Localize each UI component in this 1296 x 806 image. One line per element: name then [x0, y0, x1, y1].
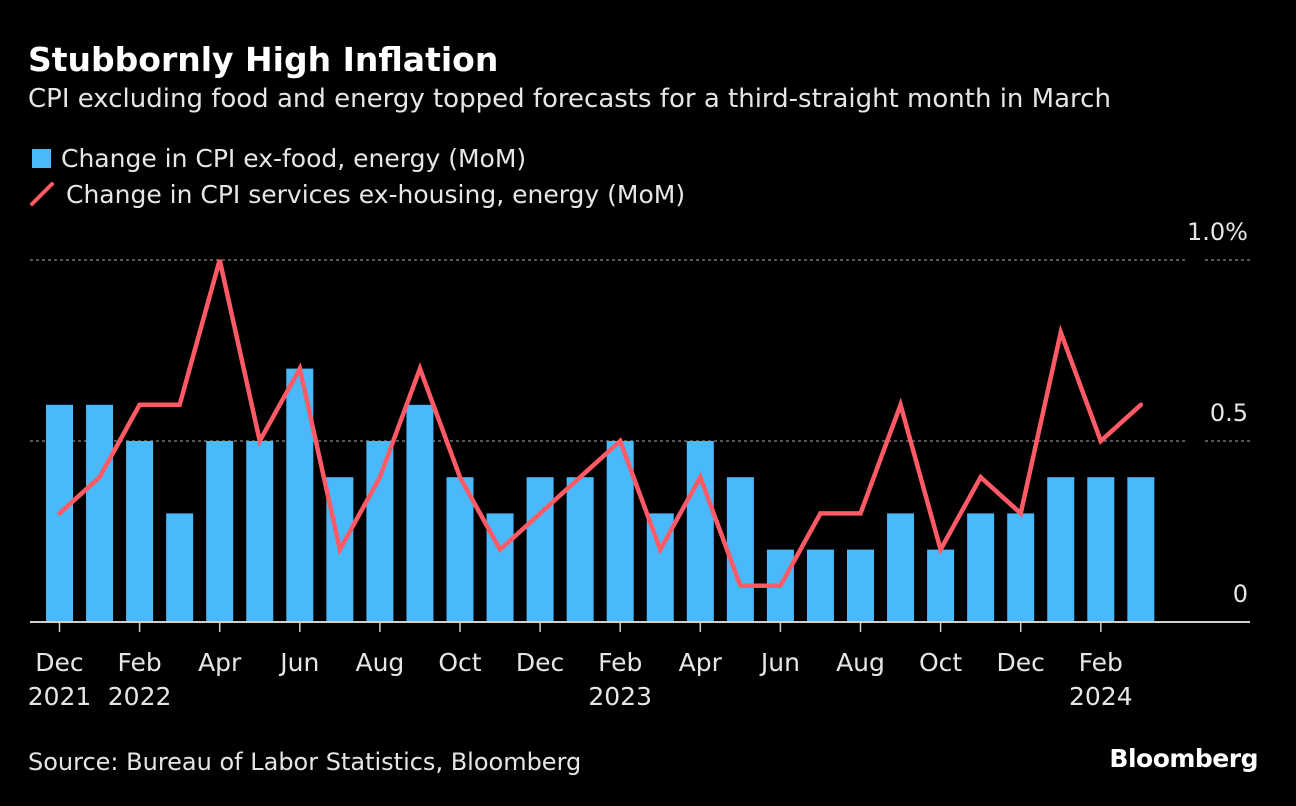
legend-item-bars: Change in CPI ex-food, energy (MoM)	[28, 140, 685, 176]
bar	[1007, 513, 1035, 622]
bar	[847, 549, 874, 622]
bar	[1087, 477, 1115, 622]
x-tick-label: Feb	[598, 648, 642, 677]
x-tick-label: Feb	[117, 648, 161, 677]
bar	[166, 513, 194, 622]
chart-subtitle: CPI excluding food and energy topped for…	[28, 84, 1111, 114]
source-note: Source: Bureau of Labor Statistics, Bloo…	[28, 748, 582, 776]
y-tick-label: 0.5	[1210, 399, 1248, 427]
x-tick-label: Jun	[759, 648, 800, 677]
bar	[446, 477, 474, 622]
series-line	[57, 259, 1144, 589]
bar	[406, 404, 434, 622]
legend: Change in CPI ex-food, energy (MoM) Chan…	[28, 140, 685, 212]
chart-title: Stubbornly High Inflation	[28, 40, 499, 79]
legend-item-line: Change in CPI services ex-housing, energ…	[28, 176, 685, 212]
y-tick-label: 0	[1233, 580, 1248, 608]
bar	[366, 441, 394, 622]
x-tick-label: Aug	[836, 648, 885, 677]
bar	[927, 549, 955, 622]
x-tick-label: Feb	[1079, 648, 1123, 677]
x-tick-year-label: 2022	[108, 682, 172, 711]
bar	[686, 441, 714, 622]
bar	[126, 441, 154, 622]
bar	[1047, 477, 1075, 622]
x-tick-label: Oct	[438, 648, 481, 677]
bar	[726, 477, 754, 622]
x-tick-label: Apr	[679, 648, 723, 677]
bar	[206, 441, 234, 622]
bar	[967, 513, 995, 622]
y-tick-label: 1.0%	[1187, 218, 1248, 246]
x-tick-year-label: 2024	[1069, 682, 1133, 711]
x-tick-label: Dec	[516, 648, 564, 677]
x-tick-label: Oct	[919, 648, 962, 677]
x-tick-year-label: 2021	[28, 682, 92, 711]
x-tick-label: Dec	[35, 648, 83, 677]
x-tick-label: Dec	[997, 648, 1045, 677]
bar	[526, 477, 554, 622]
x-tick-label: Aug	[355, 648, 404, 677]
x-tick-label: Apr	[198, 648, 242, 677]
bar	[566, 477, 594, 622]
legend-label-bars: Change in CPI ex-food, energy (MoM)	[61, 143, 527, 173]
bloomberg-logo: Bloomberg	[1109, 744, 1258, 773]
bar-swatch-icon	[32, 148, 51, 168]
x-tick-label: Jun	[278, 648, 319, 677]
legend-label-line: Change in CPI services ex-housing, energ…	[66, 179, 686, 209]
bar	[246, 441, 274, 622]
x-tick-year-label: 2023	[588, 682, 652, 711]
bar	[887, 513, 915, 622]
bar	[806, 549, 834, 622]
bar	[86, 404, 114, 622]
bar	[1127, 477, 1155, 622]
line-swatch-icon	[30, 182, 54, 206]
